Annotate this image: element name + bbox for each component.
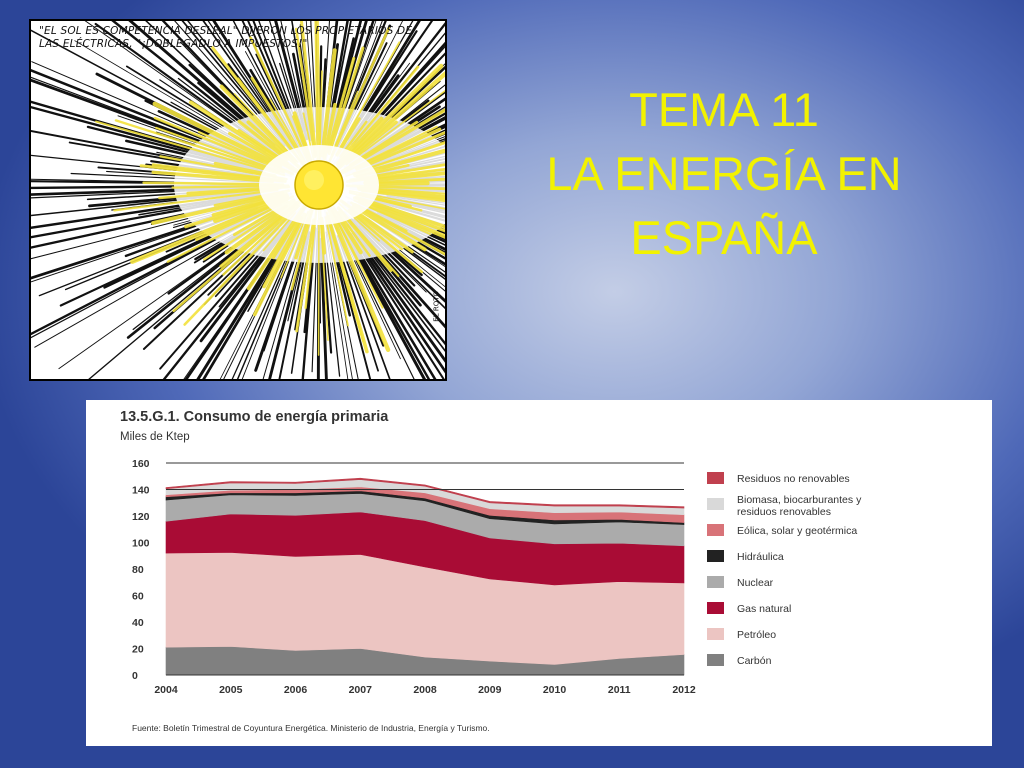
- legend-label: Nuclear: [737, 577, 774, 589]
- caption-line: LAS ELÉCTRICAS, "¡DOBLEGADLO A IMPUESTOS…: [39, 38, 308, 50]
- chart-panel: 13.5.G.1. Consumo de energía primaria Mi…: [86, 400, 992, 746]
- legend-label: Hidráulica: [737, 551, 784, 563]
- legend-label: Gas natural: [737, 603, 791, 615]
- x-tick-label: 2008: [413, 684, 437, 696]
- y-tick-label: 80: [132, 564, 144, 576]
- legend-label: Petróleo: [737, 629, 776, 641]
- y-tick-label: 20: [132, 644, 144, 656]
- legend-swatch: [707, 628, 724, 640]
- x-tick-label: 2010: [543, 684, 567, 696]
- legend-label: Biomasa, biocarburantes y residuos renova…: [737, 494, 862, 518]
- y-tick-label: 60: [132, 591, 144, 603]
- x-tick-label: 2009: [478, 684, 502, 696]
- x-tick-label: 2005: [219, 684, 243, 696]
- y-tick-label: 120: [132, 511, 150, 523]
- legend-label: Residuos no renovables: [737, 473, 850, 485]
- sun-drawing: [31, 21, 445, 379]
- legend-label: Eólica, solar y geotérmica: [737, 525, 857, 537]
- legend-swatch: [707, 550, 724, 562]
- cartoon-caption: "EL SOL ES COMPETENCIA DESLEAL" DIJERON …: [39, 25, 437, 51]
- title-line: TEMA 11: [629, 83, 819, 136]
- energy-chart: 13.5.G.1. Consumo de energía primaria Mi…: [120, 409, 862, 733]
- title-line: LA ENERGÍA EN: [546, 147, 902, 200]
- caption-line: "EL SOL ES COMPETENCIA DESLEAL" DIJERON …: [39, 25, 413, 37]
- legend-label: Carbón: [737, 655, 772, 667]
- x-tick-label: 2007: [349, 684, 373, 696]
- legend-swatch: [707, 498, 724, 510]
- y-tick-label: 140: [132, 485, 150, 497]
- slide-title: TEMA 11 LA ENERGÍA EN ESPAÑA: [486, 78, 962, 270]
- title-line: ESPAÑA: [630, 211, 818, 264]
- chart-subtitle: Miles de Ktep: [120, 431, 190, 443]
- cartoon-image: "EL SOL ES COMPETENCIA DESLEAL" DIJERON …: [29, 19, 447, 381]
- y-tick-label: 100: [132, 538, 150, 550]
- y-tick-label: 160: [132, 458, 150, 470]
- legend-swatch: [707, 654, 724, 666]
- y-tick-label: 40: [132, 617, 144, 629]
- chart-source: Fuente: Boletín Trimestral de Coyuntura …: [132, 723, 490, 733]
- legend-swatch: [707, 524, 724, 536]
- y-tick-label: 0: [132, 670, 138, 682]
- x-tick-label: 2012: [672, 684, 696, 696]
- x-tick-label: 2006: [284, 684, 308, 696]
- x-tick-label: 2011: [608, 684, 631, 696]
- x-tick-label: 2004: [154, 684, 178, 696]
- area-residuos-no-renovables: [165, 477, 685, 509]
- cartoon-signature: EL ROTO: [433, 291, 441, 322]
- legend-swatch: [707, 576, 724, 588]
- legend-swatch: [707, 602, 724, 614]
- chart-title: 13.5.G.1. Consumo de energía primaria: [120, 409, 389, 425]
- legend-swatch: [707, 472, 724, 484]
